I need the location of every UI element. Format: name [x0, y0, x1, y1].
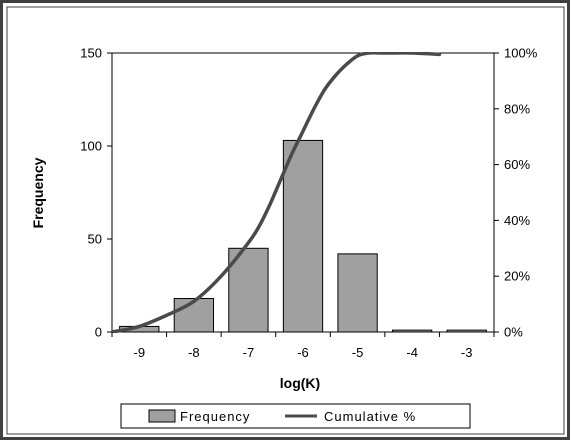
- y2-tick-label: 100%: [504, 46, 538, 61]
- legend-label-cumulative: Cumulative %: [324, 409, 416, 424]
- y-tick-label: 100: [80, 139, 102, 154]
- y-tick-label: 150: [80, 46, 102, 61]
- y2-tick-label: 0%: [504, 325, 523, 340]
- bar--6: [282, 139, 324, 333]
- y-tick-label: 50: [88, 232, 102, 247]
- x-axis-title: log(K): [280, 375, 320, 391]
- legend-label-frequency: Frequency: [180, 409, 250, 424]
- y2-tick-label: 20%: [504, 269, 530, 284]
- x-tick-label: -4: [406, 345, 418, 360]
- y2-tick-label: 40%: [504, 213, 530, 228]
- y2-tick-label: 60%: [504, 157, 530, 172]
- y-axis-title: Frequency: [30, 157, 46, 228]
- x-tick-label: -5: [352, 345, 364, 360]
- legend: Frequency Cumulative %: [120, 403, 471, 429]
- cumulative-line: [112, 52, 442, 333]
- bars-layer: [119, 139, 487, 333]
- y2-tick-label: 80%: [504, 101, 530, 116]
- bar--3: [446, 329, 487, 333]
- x-axis-ticks: -9 -8 -7 -6 -5 -4 -3: [111, 332, 495, 360]
- x-tick-label: -7: [243, 345, 255, 360]
- x-tick-label: -9: [134, 345, 146, 360]
- bar--4: [391, 329, 433, 333]
- x-tick-label: -6: [297, 345, 309, 360]
- bar--8: [173, 298, 215, 333]
- chart-area-border: [6, 6, 565, 435]
- bar--5: [337, 253, 378, 333]
- x-tick-label: -3: [461, 345, 473, 360]
- y2-axis-ticks: 0% 20% 40% 60% 80% 100%: [494, 46, 538, 340]
- line-layer: [112, 52, 442, 333]
- legend-swatch-frequency: [148, 409, 176, 423]
- y-tick-label: 0: [95, 325, 102, 340]
- x-tick-label: -8: [188, 345, 200, 360]
- legend-box: [120, 403, 471, 429]
- y-axis-ticks: 0 50 100 150: [80, 46, 112, 340]
